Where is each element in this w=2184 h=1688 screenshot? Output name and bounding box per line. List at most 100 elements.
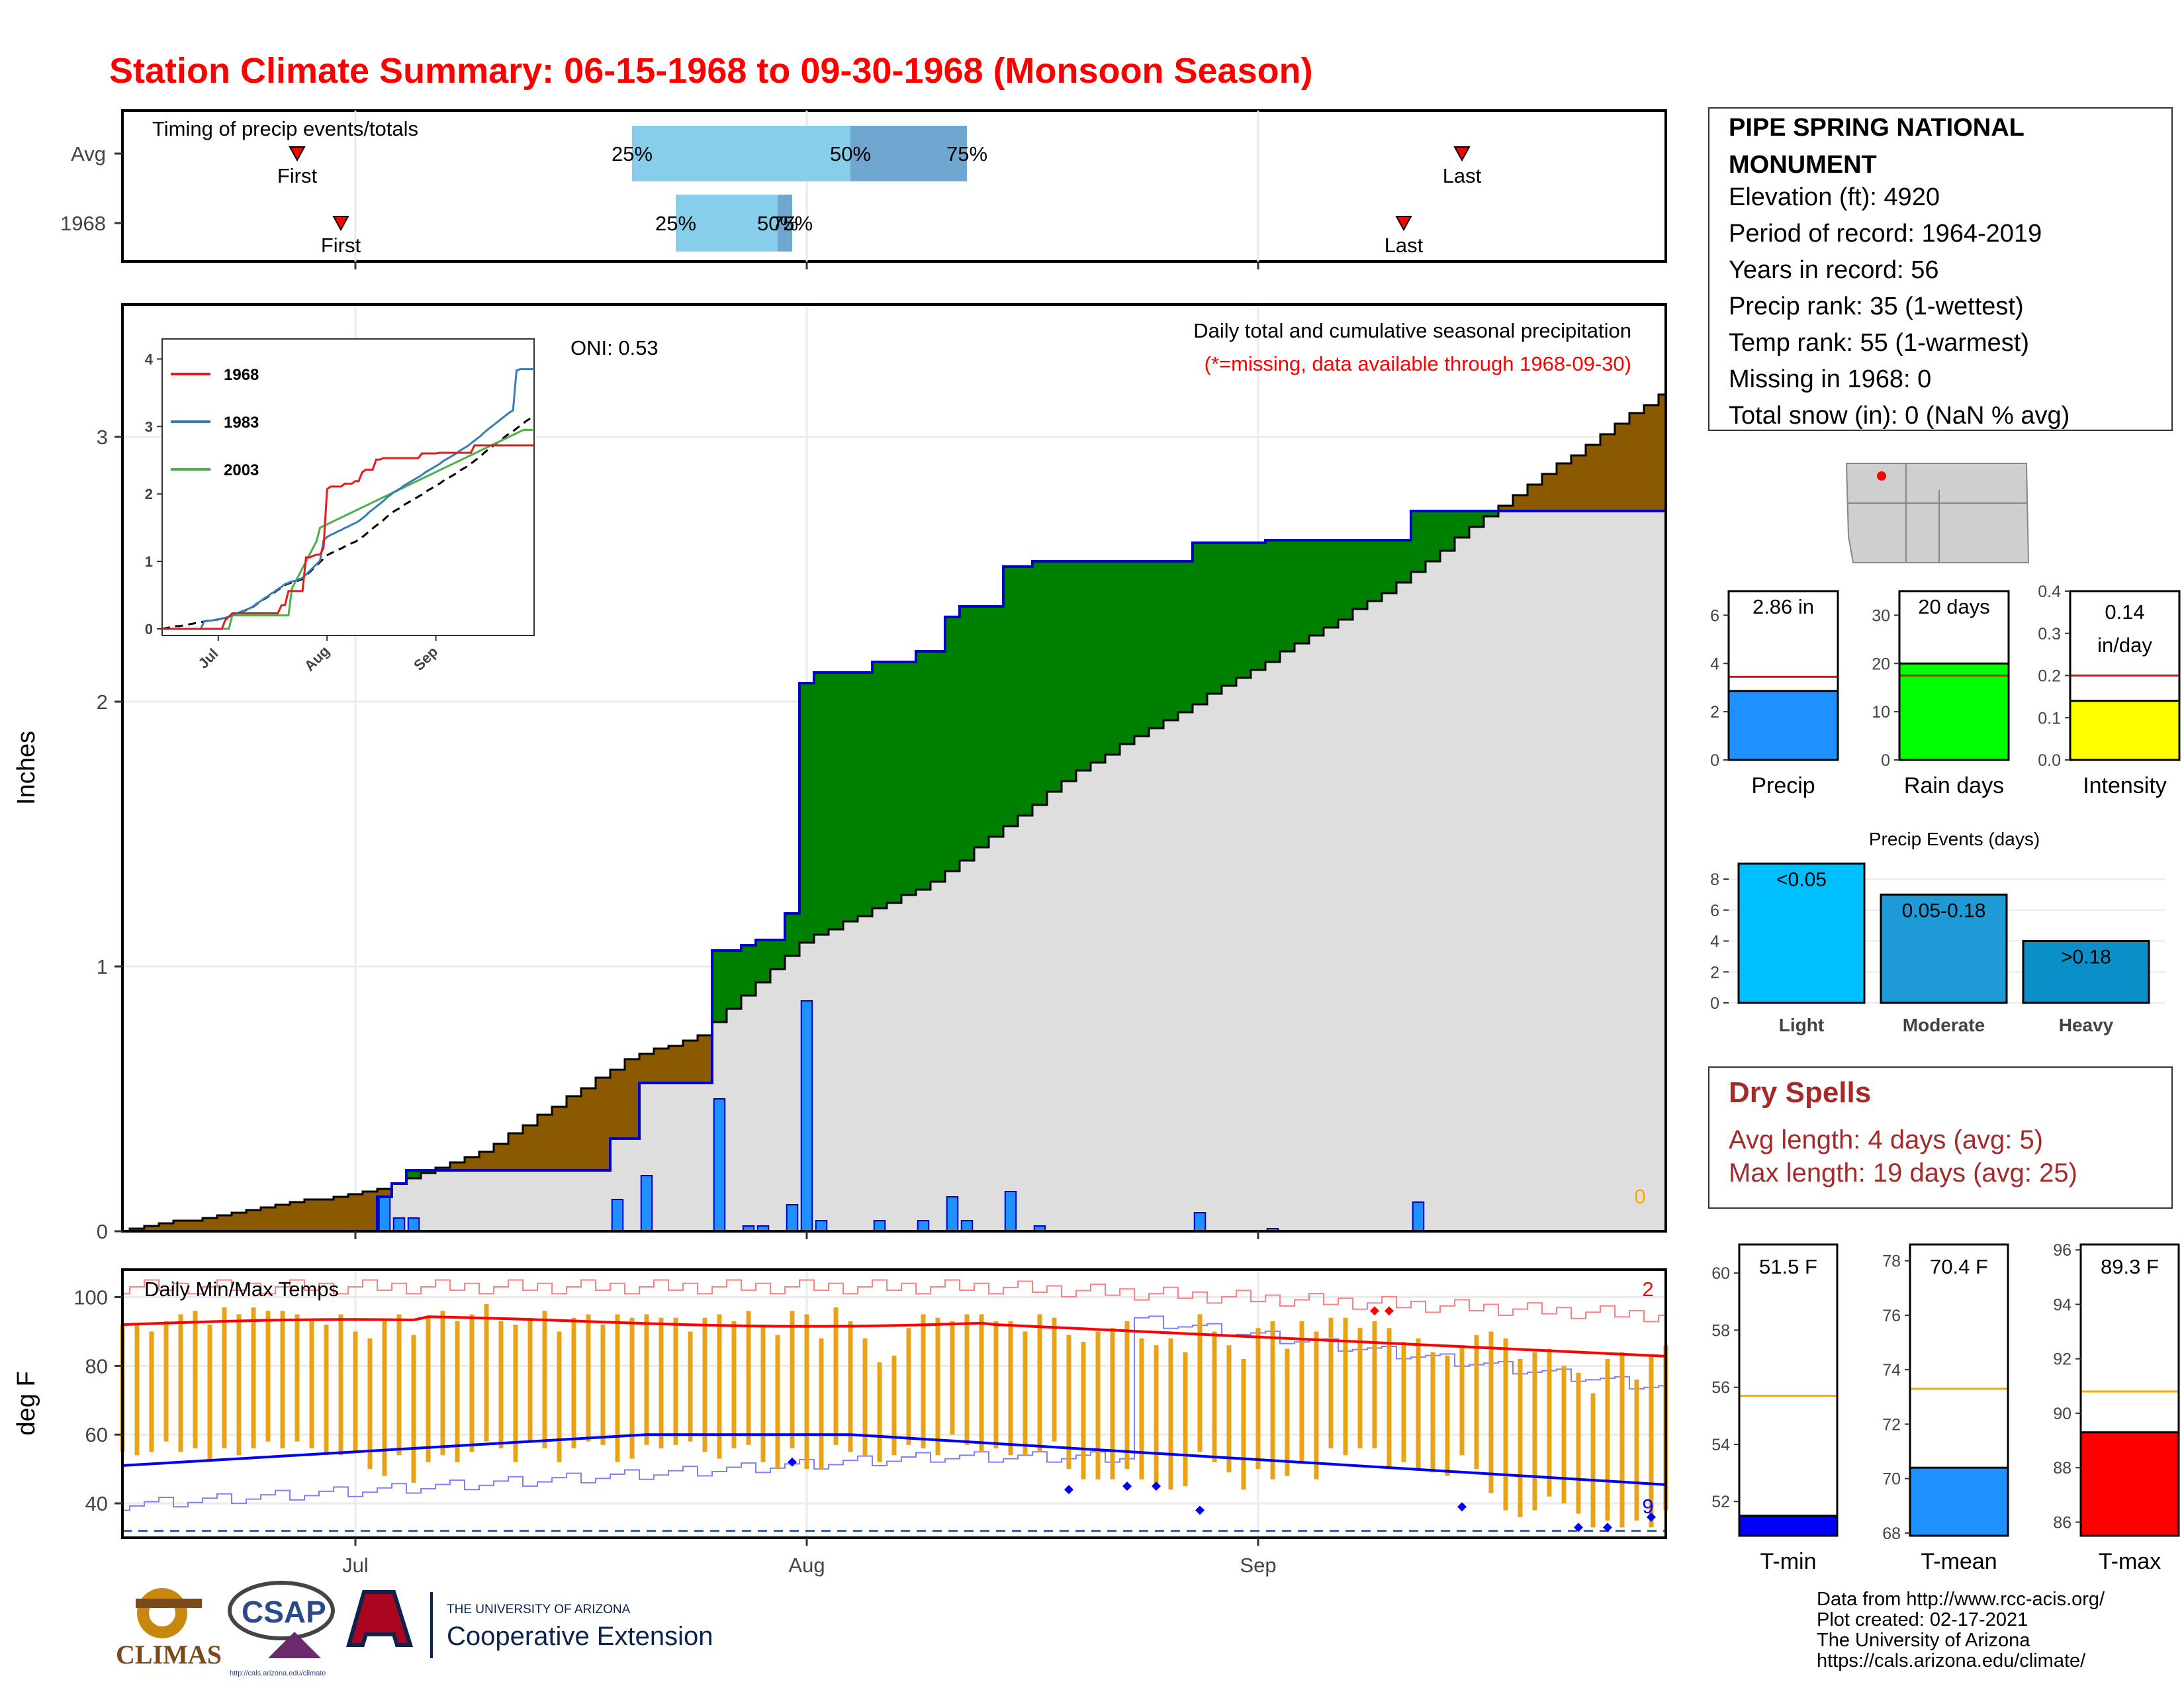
surplus-area [1018, 567, 1033, 816]
surplus-area [1338, 540, 1353, 620]
daily-temp-bar [1212, 1331, 1217, 1462]
daily-precip-bar [392, 1217, 406, 1232]
daily-temp-bar [1590, 1393, 1596, 1528]
temp-bar-value-label: 51.5 F [1759, 1255, 1817, 1278]
temp-bar-tick-label: 56 [1711, 1379, 1730, 1397]
deficit-area [552, 1107, 567, 1170]
temp-bar-value [2079, 1431, 2180, 1537]
deficit-area [610, 1070, 625, 1139]
timing-first-label: First [321, 234, 361, 257]
surplus-area [785, 914, 800, 956]
daily-precip-bar [786, 1204, 799, 1232]
surplus-area [770, 940, 786, 969]
deficit-area [1615, 424, 1630, 511]
surplus-area [974, 606, 989, 847]
surplus-area [1426, 511, 1441, 561]
surplus-area [727, 951, 742, 1009]
timing-row-label: Avg [71, 142, 106, 165]
dry-spells-max: Max length: 19 days (avg: 25) [1729, 1158, 2077, 1188]
daily-temp-bar [659, 1317, 664, 1448]
daily-temp-bar [921, 1314, 926, 1448]
events-category-label: Light [1779, 1015, 1824, 1035]
deficit-area [508, 1133, 523, 1170]
surplus-area [1469, 511, 1484, 527]
deficit-area [1571, 455, 1586, 511]
small-bar-value-label: in/day [2097, 633, 2152, 657]
temp-min-count: 9 [1642, 1495, 1653, 1518]
record-max-line [122, 1279, 1666, 1323]
temp-xtick-label: Sep [1240, 1554, 1276, 1577]
timing-title: Timing of precip events/totals [152, 117, 418, 140]
surplus-area [1134, 561, 1150, 736]
events-bar-label: >0.18 [2061, 947, 2111, 968]
temp-bar-tick-label: 94 [2053, 1295, 2071, 1314]
timing-p50-label: 50% [757, 212, 798, 235]
daily-temp-bar [1459, 1345, 1465, 1456]
daily-temp-bar [1183, 1352, 1188, 1487]
daily-precip-bar [1193, 1212, 1206, 1232]
surplus-area [406, 1170, 422, 1178]
daily-temp-bar [1343, 1317, 1348, 1456]
small-bar-tick-label: 0 [1710, 751, 1719, 770]
daily-temp-bar [163, 1321, 169, 1442]
daily-temp-bar [1008, 1321, 1013, 1456]
surplus-area [872, 662, 887, 908]
station-name: MONUMENT [1729, 151, 1877, 179]
daily-temp-bar [746, 1311, 751, 1445]
surplus-area [887, 662, 902, 903]
surplus-area [1265, 540, 1281, 662]
temp-ylabel: deg F [13, 1371, 40, 1435]
inset-ytick-label: 4 [145, 351, 154, 367]
daily-temp-bar [440, 1311, 445, 1456]
footer-line: Plot created: 02-17-2021 [1817, 1609, 2028, 1630]
daily-temp-bar [1124, 1321, 1130, 1470]
deficit-area [625, 1059, 640, 1139]
avg-min-line [122, 1433, 1666, 1486]
daily-temp-bar [1052, 1317, 1057, 1442]
inset-legend-label: 1983 [224, 414, 259, 432]
daily-temp-bar [1401, 1342, 1406, 1462]
small-bar-tick-label: 10 [1872, 703, 1890, 722]
precip-ytick-label: 2 [97, 690, 108, 714]
daily-temp-bar [1561, 1366, 1567, 1504]
small-bar-frame [1898, 590, 2010, 761]
surplus-area [1207, 543, 1222, 694]
daily-precip-bar [713, 1098, 726, 1232]
daily-precip-bar [815, 1220, 828, 1232]
events-bar [2022, 940, 2150, 1004]
temp-bar-tick-label: 76 [1882, 1307, 1901, 1325]
daily-temp-bar [906, 1328, 911, 1445]
temp-title: Daily Min/Max Temps [144, 1278, 339, 1301]
daily-temp-bar [338, 1314, 343, 1456]
missing-count: 0 [1634, 1185, 1645, 1208]
surplus-area [1076, 561, 1091, 771]
record-min-marker [1195, 1505, 1205, 1515]
small-bar-tick-label: 4 [1710, 655, 1719, 673]
deficit-area [654, 1049, 669, 1083]
chart-title: Station Climate Summary: 06-15-1968 to 0… [109, 51, 1313, 91]
daily-precip-bar [378, 1196, 391, 1232]
timing-p25-label: 25% [612, 142, 653, 165]
daily-temp-bar [688, 1331, 693, 1442]
daily-temp-bar [862, 1338, 868, 1456]
surplus-area [1149, 561, 1164, 728]
station-info-line: Missing in 1968: 0 [1729, 365, 1931, 393]
surplus-area [1280, 540, 1295, 651]
daily-temp-bar [1372, 1321, 1377, 1448]
deficit-area [1600, 434, 1615, 511]
temp-bar-tick-label: 68 [1882, 1524, 1901, 1543]
climas-logo: CLIMAS [116, 1588, 222, 1669]
daily-temp-bar [265, 1311, 271, 1442]
footer-line: Data from http://www.rcc-acis.org/ [1817, 1589, 2105, 1610]
daily-temp-bar [498, 1321, 504, 1448]
surplus-area [858, 673, 873, 916]
daily-temp-bar [790, 1311, 795, 1448]
events-category-label: Moderate [1903, 1015, 1985, 1035]
daily-temp-bar [149, 1331, 154, 1452]
small-bar-label: Intensity [2083, 773, 2167, 798]
timing-bar-25-50 [676, 195, 778, 252]
small-bar-tick-label: 20 [1872, 655, 1890, 673]
station-info-box [1708, 107, 2173, 431]
deficit-area [494, 1144, 509, 1170]
daily-temp-bar [1226, 1345, 1232, 1473]
